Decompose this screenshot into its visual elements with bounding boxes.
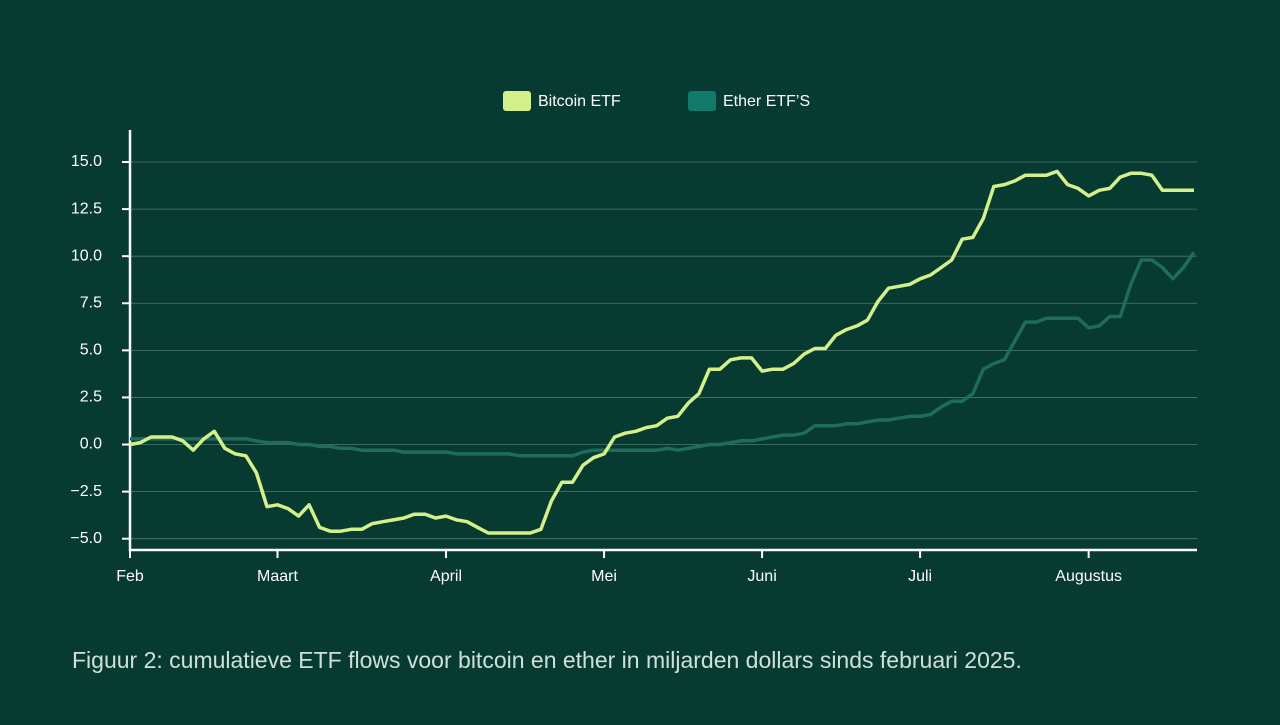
caption: Figuur 2: cumulatieve ETF flows voor bit… (72, 647, 1022, 673)
x-tick-label: April (430, 568, 462, 585)
x-tick-label: Mei (591, 568, 617, 585)
y-tick-label: −2.5 (70, 483, 102, 500)
y-tick-label: 7.5 (80, 294, 102, 311)
x-tick-label: Juni (747, 568, 776, 585)
x-tick-label: Juli (908, 568, 932, 585)
legend-swatch (688, 91, 716, 111)
y-tick-label: 2.5 (80, 389, 102, 406)
series-line (130, 251, 1196, 458)
y-tick-label: −5.0 (70, 530, 102, 547)
y-tick-label: 0.0 (80, 436, 102, 453)
y-tick-label: 15.0 (71, 153, 102, 170)
x-tick-label: Augustus (1055, 568, 1122, 585)
legend-label: Bitcoin ETF (538, 93, 621, 110)
legend-label: Ether ETF’S (723, 93, 810, 110)
y-tick-label: 10.0 (71, 247, 102, 264)
x-tick-label: Maart (257, 568, 298, 585)
series-line (129, 169, 1194, 535)
legend-swatch (503, 91, 531, 111)
y-tick-label: 12.5 (71, 200, 102, 217)
y-tick-label: 5.0 (80, 342, 102, 359)
x-tick-label: Feb (116, 568, 144, 585)
